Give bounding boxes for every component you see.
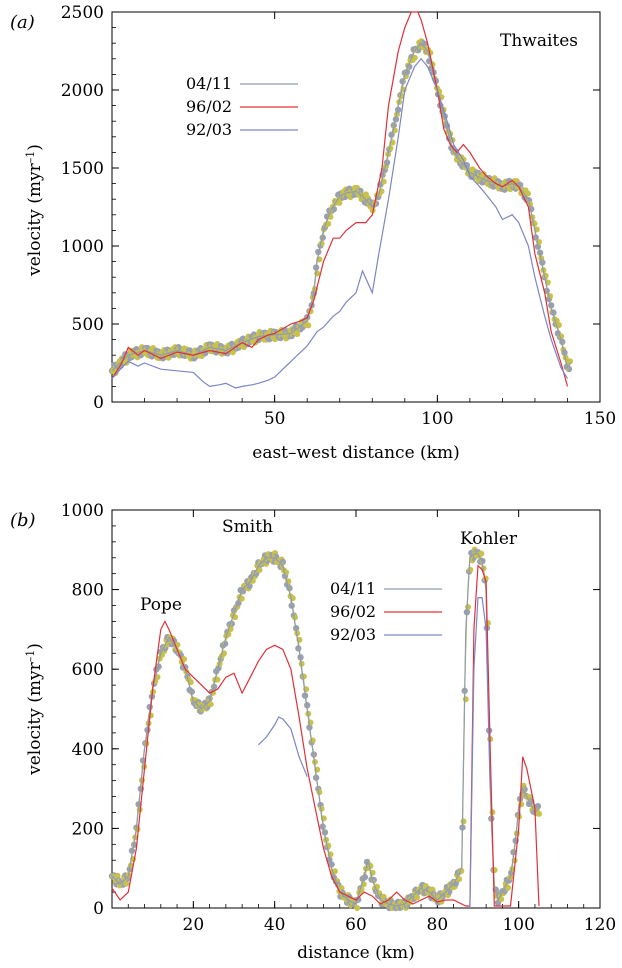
marker-point: [567, 358, 574, 365]
series-line-92-03: [111, 57, 569, 389]
series-line-96-02: [111, 11, 569, 387]
panel-b-plot-area: [111, 509, 601, 909]
panel-a-annotation-thwaites: Thwaites: [500, 31, 578, 51]
series-line-96-02: [111, 564, 540, 907]
x-tick-label: 150: [584, 409, 616, 429]
x-tick-label: 40: [264, 915, 286, 935]
legend-a-label-9602: 96/02: [186, 97, 232, 116]
y-tick-label: 1000: [61, 501, 104, 521]
y-tick-label: 500: [72, 315, 104, 335]
marker-point: [207, 701, 214, 708]
x-tick-label: 20: [183, 915, 205, 935]
marker-point: [411, 54, 418, 61]
y-tick-label: 1500: [61, 159, 104, 179]
panel-a-xlabel: east–west distance (km): [252, 443, 459, 463]
panel-a-label: (a): [10, 12, 35, 33]
legend-b-label-0411: 04/11: [330, 579, 376, 598]
panel-a-plot-area: [111, 11, 601, 403]
y-tick-label: 0: [93, 899, 104, 919]
series-line-04-11: [111, 553, 540, 907]
marker-point: [534, 802, 542, 810]
y-tick-label: 200: [72, 819, 104, 839]
legend-b-label-9602: 96/02: [330, 602, 376, 621]
marker-trace-line: [111, 38, 572, 374]
series-line-04-11: [111, 42, 572, 372]
panel-b-ylabel: velocity (myr–1): [24, 643, 45, 776]
panel-b: (b) 0 200 400 600 800 1000 20 40 60 80 100 120 Pop…: [10, 501, 616, 963]
legend-a-label-9203: 92/03: [186, 120, 232, 139]
panel-a-ylabel: velocity (myr–1): [24, 144, 45, 277]
panel-a: (a) 0 500 1000 1500 2000 2500 50 100 150 Thwait…: [10, 3, 616, 463]
x-tick-label: 100: [502, 915, 534, 935]
legend-a-label-0411: 04/11: [186, 74, 232, 93]
panel-b-xlabel: distance (km): [297, 943, 415, 963]
x-tick-label: 60: [345, 915, 367, 935]
marker-point: [467, 566, 474, 573]
series-line-92-03: [257, 597, 491, 909]
y-tick-label: 2000: [61, 81, 104, 101]
marker-point: [460, 818, 467, 825]
marker-point: [465, 603, 472, 610]
marker-point: [462, 696, 469, 703]
panel-b-annotation-smith: Smith: [222, 517, 273, 537]
marker-point: [114, 872, 121, 879]
panel-b-annotation-kohler: Kohler: [460, 529, 518, 549]
marker-point: [256, 566, 263, 573]
y-tick-label: 0: [93, 393, 104, 413]
x-tick-label: 100: [421, 409, 453, 429]
x-tick-label: 120: [584, 915, 616, 935]
panel-b-label: (b): [10, 510, 36, 531]
x-tick-label: 80: [427, 915, 449, 935]
y-tick-label: 800: [72, 581, 104, 601]
y-tick-label: 600: [72, 660, 104, 680]
marker-point: [336, 199, 343, 206]
marker-point: [305, 322, 312, 329]
legend-b-label-9203: 92/03: [330, 625, 376, 644]
marker-point: [338, 885, 345, 892]
panel-b-annotation-pope: Pope: [140, 595, 182, 615]
y-tick-label: 400: [72, 740, 104, 760]
panel-b-legend: 04/11 96/02 92/03: [330, 579, 442, 644]
marker-point: [491, 866, 498, 873]
marker-point: [123, 880, 130, 887]
y-tick-label: 1000: [61, 237, 104, 257]
marker-point: [181, 656, 188, 663]
x-tick-label: 50: [264, 409, 286, 429]
panel-a-legend: 04/11 96/02 92/03: [186, 74, 298, 139]
y-tick-label: 2500: [61, 3, 104, 23]
